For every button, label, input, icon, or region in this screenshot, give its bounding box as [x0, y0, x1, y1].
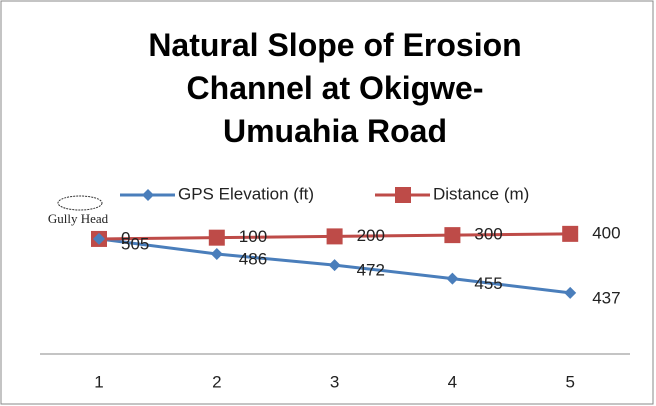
x-tick-label: 5	[565, 372, 574, 391]
x-tick-label: 3	[330, 372, 339, 391]
data-point	[562, 226, 578, 242]
data-point	[327, 228, 343, 244]
data-label: 486	[239, 249, 267, 268]
annotation: Gully Head	[48, 211, 109, 226]
data-label: 472	[357, 261, 385, 280]
legend-marker	[395, 187, 411, 203]
legend-label: GPS Elevation (ft)	[178, 184, 314, 203]
x-tick-label: 2	[212, 372, 221, 391]
gully-icon	[58, 196, 102, 210]
data-point	[209, 230, 225, 246]
legend-label: Distance (m)	[433, 184, 529, 203]
data-label: 200	[357, 226, 385, 245]
data-label: 100	[239, 227, 267, 246]
x-tick-label: 1	[94, 372, 103, 391]
data-point	[444, 227, 460, 243]
data-label: 437	[592, 288, 620, 307]
chart: Natural Slope of ErosionChannel at Okigw…	[0, 0, 656, 406]
page: Natural Slope of ErosionChannel at Okigw…	[0, 0, 656, 406]
data-label: 400	[592, 223, 620, 242]
data-label: 455	[474, 274, 502, 293]
data-label: 300	[474, 225, 502, 244]
x-tick-label: 4	[448, 372, 457, 391]
data-label: 0	[121, 228, 130, 247]
